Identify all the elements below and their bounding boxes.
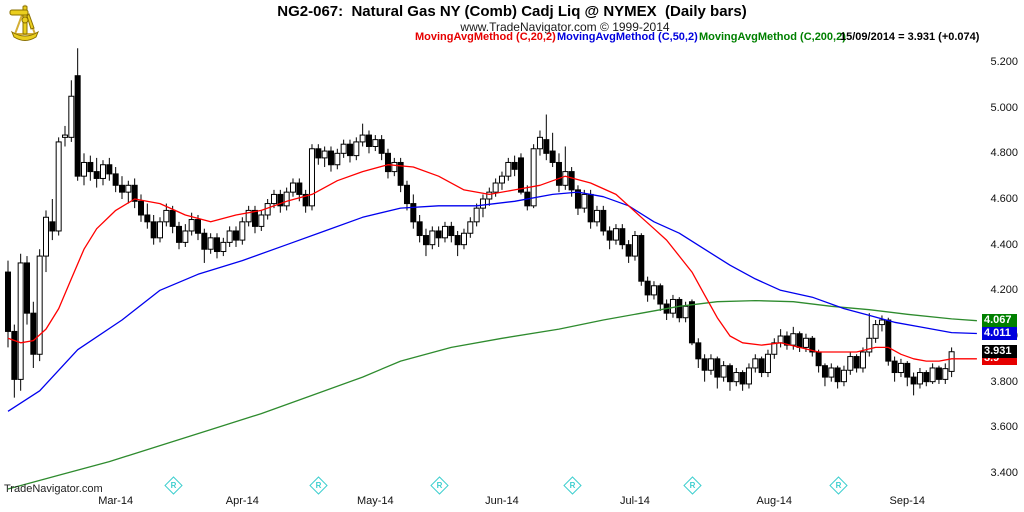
legend-item-ma2: MovingAvgMethod (C,200,2): [699, 31, 846, 43]
y-axis-tick: 3.800: [990, 375, 1018, 388]
y-axis-tick: 5.000: [990, 101, 1018, 114]
price-box: 4.011: [982, 326, 1017, 340]
y-axis-tick: 4.400: [990, 238, 1018, 251]
y-axis-tick: 3.400: [990, 466, 1018, 479]
tradenavigator-logo-icon: [7, 4, 43, 49]
last-quote: 15/09/2014 = 3.931 (+0.074): [840, 31, 980, 43]
x-axis-month-label: May-14: [356, 495, 394, 507]
legend-item-ma0: MovingAvgMethod (C,20,2): [415, 31, 556, 43]
y-axis-tick: 5.200: [990, 56, 1018, 68]
x-axis-month-label: Aug-14: [756, 495, 793, 507]
chart-subtitle: www.TradeNavigator.com © 1999-2014: [460, 20, 670, 34]
legend-item-ma1: MovingAvgMethod (C,50,2): [557, 31, 698, 43]
x-axis-month-label: Sep-14: [889, 495, 926, 507]
x-axis-month-label: Mar-14: [98, 495, 134, 507]
legend-row: MovingAvgMethod (C,20,2) MovingAvgMethod …: [0, 31, 1024, 45]
y-axis-tick: 4.800: [990, 147, 1018, 160]
x-axis-month-label: Jul-14: [619, 495, 650, 507]
y-axis-tick: 3.600: [990, 421, 1018, 434]
y-axis-tick: 4.200: [990, 284, 1018, 297]
watermark: TradeNavigator.com: [4, 483, 103, 495]
chart-title: NG2-067: Natural Gas NY (Comb) Cadj Liq …: [277, 3, 747, 20]
x-axis-month-label: Jun-14: [485, 495, 519, 507]
price-box: 4.067: [982, 314, 1017, 328]
y-axis-tick: 4.600: [990, 192, 1018, 205]
x-axis-month-label: Apr-14: [225, 495, 259, 507]
price-box: 3.931: [982, 345, 1017, 359]
